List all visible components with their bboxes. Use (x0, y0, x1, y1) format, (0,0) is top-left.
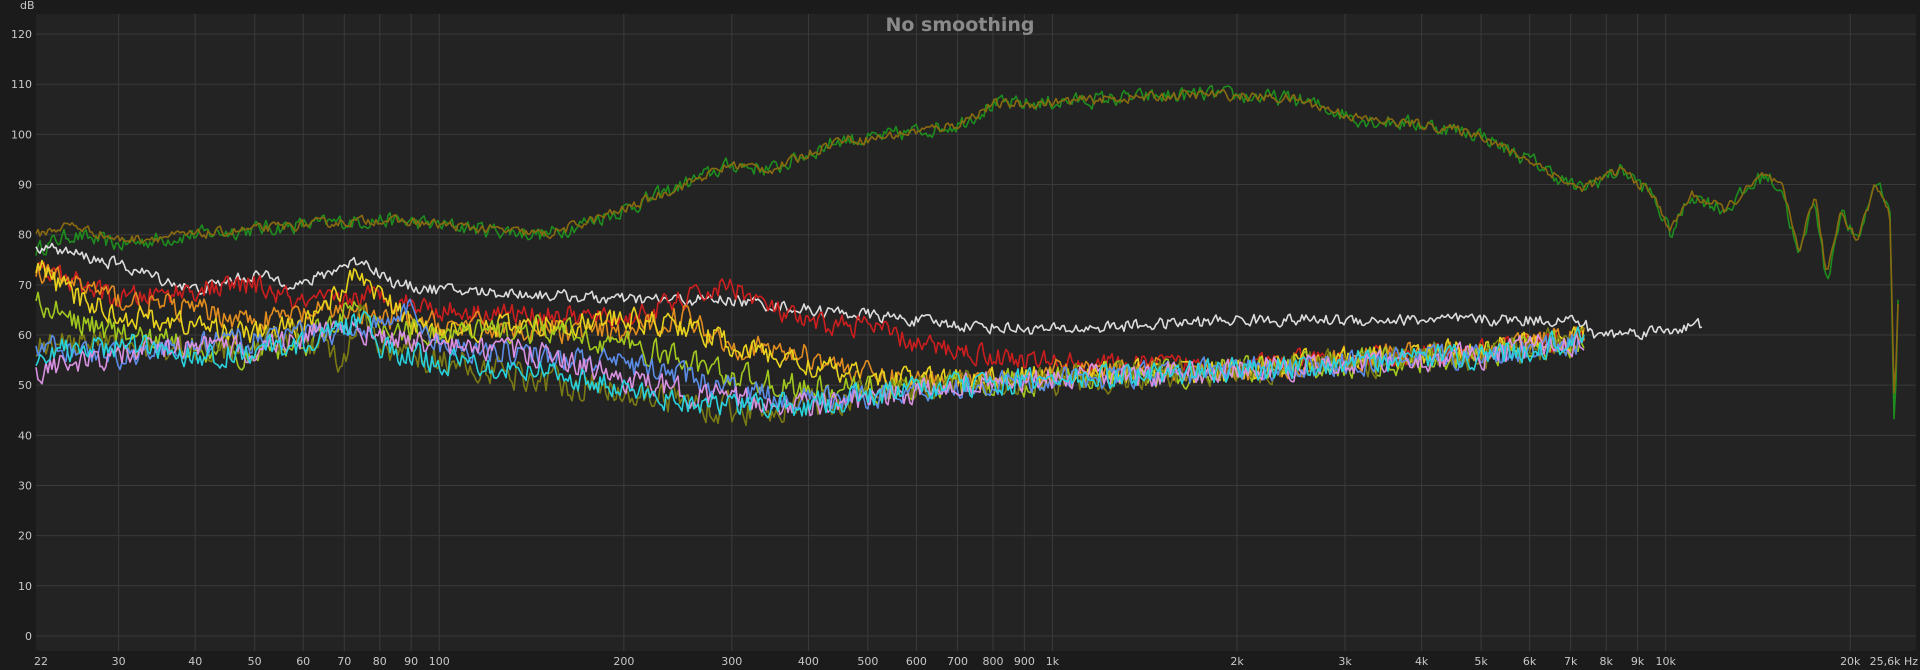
y-tick-label: 90 (18, 179, 32, 192)
x-tick-label: 70 (337, 655, 351, 668)
x-axis-ticks: 22 30 40 50 60 70 80 90 100 200 300 400 500 600 700 800… (34, 655, 1918, 668)
x-tick-label: 500 (857, 655, 878, 668)
y-tick-label: 60 (18, 329, 32, 342)
y-tick-label: 110 (11, 78, 32, 91)
x-tick-label: 90 (404, 655, 418, 668)
x-tick-label: 1k (1046, 655, 1060, 668)
x-tick-label: 100 (429, 655, 450, 668)
x-tick-label: 600 (906, 655, 927, 668)
y-axis-unit-label: dB (20, 0, 35, 12)
y-tick-label: 30 (18, 479, 32, 492)
series-line-3 (35, 242, 1703, 341)
x-tick-label: 80 (373, 655, 387, 668)
y-axis-ticks: 0 10 20 30 40 50 60 70 80 90 100 110 120 (11, 28, 32, 643)
x-tick-label: 40 (188, 655, 202, 668)
y-tick-label: 40 (18, 429, 32, 442)
x-tick-label: 200 (613, 655, 634, 668)
x-tick-label: 60 (296, 655, 310, 668)
y-tick-label: 80 (18, 229, 32, 242)
x-tick-label: 3k (1338, 655, 1352, 668)
y-tick-label: 10 (18, 580, 32, 593)
y-tick-label: 70 (18, 279, 32, 292)
series-line-9 (35, 298, 1585, 410)
y-tick-label: 120 (11, 28, 32, 41)
x-tick-label: 50 (248, 655, 262, 668)
y-tick-label: 100 (11, 128, 32, 141)
traces (35, 85, 1899, 427)
x-tick-label: 900 (1014, 655, 1035, 668)
x-tick-label: 9k (1631, 655, 1645, 668)
x-tick-label: 30 (112, 655, 126, 668)
x-tick-label: 25,6k Hz (1870, 655, 1919, 668)
x-tick-label: 400 (798, 655, 819, 668)
x-tick-label: 4k (1415, 655, 1429, 668)
x-tick-label: 800 (983, 655, 1004, 668)
x-tick-label: 2k (1230, 655, 1244, 668)
x-tick-label: 20k (1840, 655, 1861, 668)
y-tick-label: 20 (18, 530, 32, 543)
series-line-11 (35, 310, 1585, 419)
series-line-2 (35, 89, 1899, 394)
x-tick-label: 300 (721, 655, 742, 668)
x-tick-label: 5k (1474, 655, 1488, 668)
x-tick-label: 7k (1564, 655, 1578, 668)
x-tick-label: 700 (947, 655, 968, 668)
x-tick-label: 8k (1600, 655, 1614, 668)
x-tick-label: 6k (1523, 655, 1537, 668)
chart-title: No smoothing (885, 14, 1034, 36)
grid (36, 14, 1916, 651)
x-tick-label: 22 (34, 655, 48, 668)
y-tick-label: 50 (18, 379, 32, 392)
x-tick-label: 10k (1655, 655, 1676, 668)
y-tick-label: 0 (25, 630, 32, 643)
